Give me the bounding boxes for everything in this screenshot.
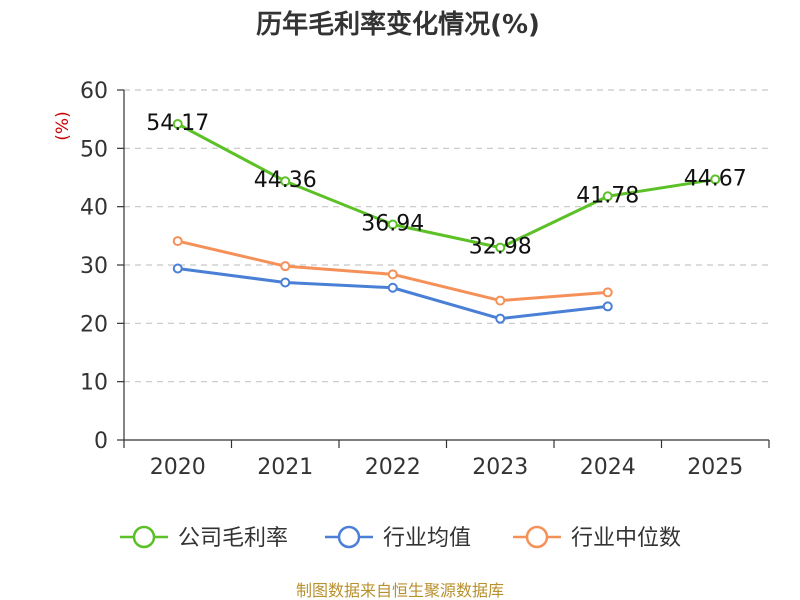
data-point <box>387 282 398 293</box>
data-point <box>280 277 291 288</box>
data-point <box>602 287 613 298</box>
legend-label: 行业中位数 <box>571 526 681 551</box>
legend-label: 公司毛利率 <box>178 526 288 551</box>
data-label: 54.17 <box>146 111 209 136</box>
data-point <box>280 176 291 187</box>
y-tick-label: 60 <box>80 79 108 104</box>
data-point <box>172 263 183 274</box>
data-label: 44.36 <box>254 168 317 193</box>
data-point <box>495 242 506 253</box>
legend-marker <box>132 525 156 549</box>
chart-title: 历年毛利率变化情况(%) <box>256 9 540 40</box>
data-point <box>172 119 183 130</box>
data-point <box>495 313 506 324</box>
grid-lines <box>124 89 769 383</box>
legend-marker <box>525 525 549 549</box>
y-tick-label: 40 <box>80 196 108 221</box>
x-tick-label: 2021 <box>257 455 313 480</box>
y-tick-label: 50 <box>80 137 108 162</box>
y-tick-label: 10 <box>80 371 108 396</box>
series-line-1 <box>177 122 716 250</box>
data-labels: 54.17 44.36 36.94 32.98 41.78 44.67 <box>146 111 746 260</box>
data-label: 41.78 <box>576 183 639 208</box>
legend-marker <box>337 525 361 549</box>
y-tick-label: 0 <box>94 429 108 454</box>
data-label: 36.94 <box>361 212 424 237</box>
x-tick-label: 2024 <box>580 455 636 480</box>
x-tick-label: 2025 <box>687 455 743 480</box>
y-tick-label: 20 <box>80 312 108 337</box>
data-point <box>172 236 183 247</box>
x-tick-label: 2020 <box>150 455 206 480</box>
axes: 0 10 20 30 40 50 60 2020 2021 2022 2023 2024 2025 <box>80 79 770 480</box>
legend: 公司毛利率 行业均值 行业中位数 <box>120 525 681 551</box>
data-point <box>602 301 613 312</box>
x-tick-label: 2022 <box>365 455 421 480</box>
data-point <box>495 295 506 306</box>
data-label: 32.98 <box>469 235 532 260</box>
data-point <box>387 269 398 280</box>
y-tick-label: 30 <box>80 254 108 279</box>
legend-label: 行业均值 <box>383 526 471 551</box>
data-point <box>280 261 291 272</box>
data-point <box>387 219 398 230</box>
data-point <box>710 174 721 185</box>
x-tick-label: 2023 <box>472 455 528 480</box>
data-source-note: 制图数据来自恒生聚源数据库 <box>296 581 504 600</box>
data-label: 44.67 <box>684 166 747 191</box>
series-lines <box>172 119 721 324</box>
y-axis-unit: (%) <box>53 111 73 140</box>
data-point <box>602 191 613 202</box>
